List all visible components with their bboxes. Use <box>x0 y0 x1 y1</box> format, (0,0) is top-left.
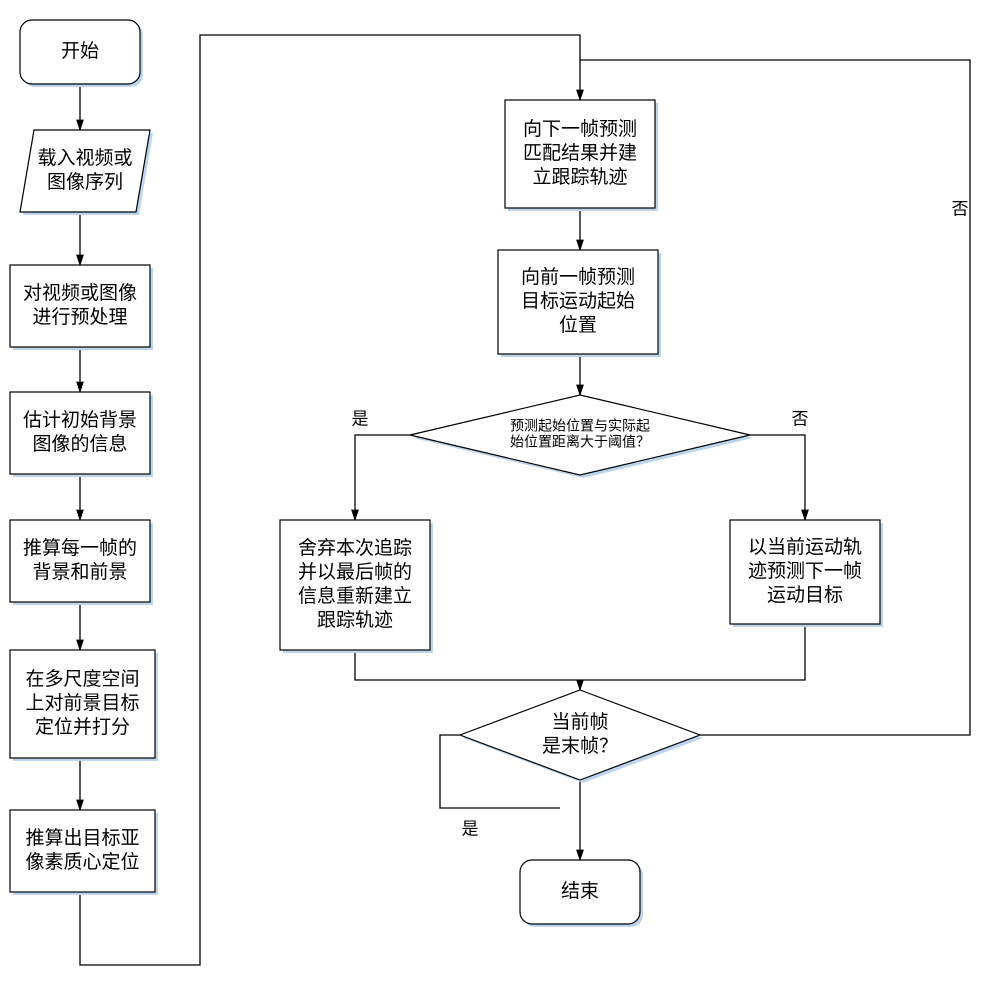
node-end-line0: 结束 <box>561 880 599 902</box>
node-discard-line0: 舍弃本次追踪 <box>298 537 412 559</box>
node-infer-line0: 推算每一帧的 <box>23 537 137 559</box>
node-discard-line3: 跟踪轨迹 <box>317 609 393 631</box>
node-prednext-line2: 立跟踪轨迹 <box>532 166 627 188</box>
node-estbg-line0: 估计初始背景 <box>23 409 137 431</box>
node-load: 载入视频或图像序列 <box>20 130 153 215</box>
node-subpix-line1: 像素质心定位 <box>25 851 139 873</box>
node-predprev: 向前一帧预测目标运动起始位置 <box>498 250 661 357</box>
node-start: 开始 <box>20 20 143 87</box>
node-usecurr-line2: 运动目标 <box>767 584 843 606</box>
node-infer: 推算每一帧的背景和前景 <box>10 520 153 605</box>
node-predprev-line0: 向前一帧预测 <box>521 266 635 288</box>
node-locate-line1: 上对前景目标 <box>25 692 139 714</box>
node-end: 结束 <box>520 860 643 927</box>
node-start-line0: 开始 <box>61 40 99 62</box>
node-usecurr: 以当前运动轨迹预测下一帧运动目标 <box>730 520 883 627</box>
label-dec1_no: 否 <box>792 409 809 428</box>
label-dec2_no: 否 <box>952 199 969 218</box>
node-usecurr-line1: 迹预测下一帧 <box>748 560 862 582</box>
node-prednext: 向下一帧预测匹配结果并建立跟踪轨迹 <box>505 100 658 211</box>
node-locate-line0: 在多尺度空间 <box>25 668 139 690</box>
node-dec1: 预测起始位置与实际起始位置距离大于阈值？ <box>410 395 753 478</box>
node-predprev-line1: 目标运动起始 <box>521 290 635 312</box>
node-locate-line2: 定位并打分 <box>35 716 130 738</box>
node-discard-line1: 并以最后帧的 <box>298 561 412 583</box>
node-prednext-line1: 匹配结果并建 <box>523 142 637 164</box>
node-dec2-line0: 当前帧 <box>551 711 608 733</box>
label-dec2_yes: 是 <box>462 819 479 838</box>
nodes: 开始载入视频或图像序列对视频或图像进行预处理估计初始背景图像的信息推算每一帧的背… <box>10 20 883 927</box>
node-locate: 在多尺度空间上对前景目标定位并打分 <box>10 650 158 761</box>
node-estbg: 估计初始背景图像的信息 <box>10 392 153 477</box>
node-discard-line2: 信息重新建立 <box>298 585 412 607</box>
node-discard: 舍弃本次追踪并以最后帧的信息重新建立跟踪轨迹 <box>280 520 433 653</box>
node-dec2: 当前帧是末帧？ <box>460 690 703 783</box>
node-load-line0: 载入视频或 <box>37 147 132 169</box>
node-subpix: 推算出目标亚像素质心定位 <box>10 810 158 895</box>
node-preproc: 对视频或图像进行预处理 <box>10 265 153 350</box>
node-predprev-line2: 位置 <box>559 314 597 336</box>
node-infer-line1: 背景和前景 <box>32 561 127 583</box>
node-preproc-line0: 对视频或图像 <box>23 282 137 304</box>
node-load-line1: 图像序列 <box>47 171 123 193</box>
node-estbg-line1: 图像的信息 <box>32 433 127 455</box>
node-prednext-line0: 向下一帧预测 <box>523 118 637 140</box>
node-usecurr-line0: 以当前运动轨 <box>748 536 862 558</box>
node-dec1-line0: 预测起始位置与实际起 <box>510 418 650 434</box>
label-dec1_yes: 是 <box>352 409 369 428</box>
node-dec1-line1: 始位置距离大于阈值？ <box>510 434 650 450</box>
node-dec2-line1: 是末帧？ <box>542 735 618 757</box>
node-subpix-line0: 推算出目标亚 <box>25 827 139 849</box>
node-preproc-line1: 进行预处理 <box>32 306 127 328</box>
